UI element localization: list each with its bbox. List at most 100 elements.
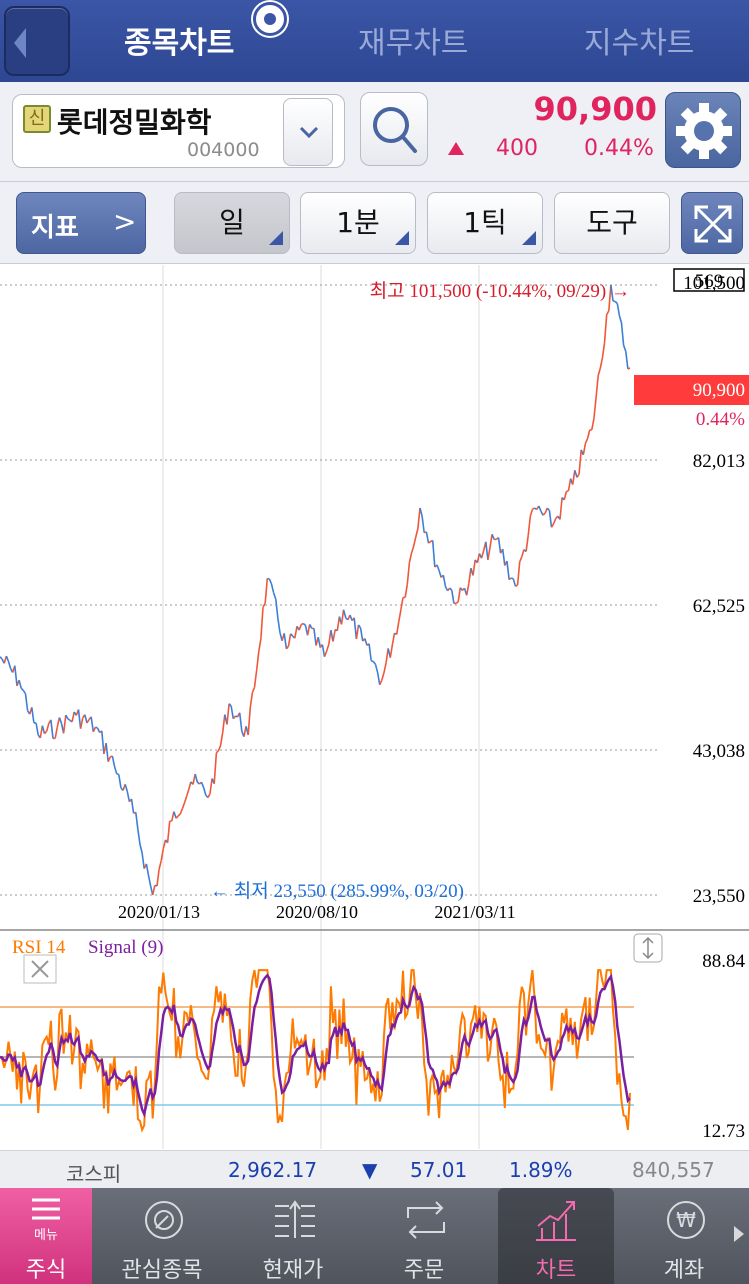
price-segment (306, 624, 311, 636)
exchange-icon (407, 1201, 445, 1239)
indicator-button[interactable]: 지표 > (16, 192, 146, 254)
price-segment (188, 781, 192, 790)
resize-vertical-icon (642, 936, 654, 960)
up-arrow-icon (448, 142, 464, 155)
price-segment (92, 726, 97, 733)
price-segment (552, 518, 557, 525)
low-annotation: ← 최저 23,550 (285.99%, 03/20) (210, 880, 464, 902)
price-segment (183, 795, 188, 804)
price-segment (566, 490, 569, 493)
price-segment (436, 564, 440, 571)
price-segment (374, 664, 379, 673)
price-segment (31, 707, 35, 723)
price-segment (408, 553, 413, 563)
price-segment (627, 367, 631, 370)
search-button[interactable] (360, 92, 428, 166)
y-label-low: 23,550 (693, 886, 745, 907)
x-label-3: 2021/03/11 (434, 902, 515, 922)
watchlist-icon (145, 1201, 183, 1239)
current-price: 90,900 (533, 90, 657, 128)
price-segment (599, 357, 604, 369)
menu-button[interactable]: 메뉴 주식 (0, 1188, 92, 1284)
price-segment (268, 578, 273, 585)
price-segment (480, 550, 485, 559)
price-segment (283, 633, 288, 650)
settings-button[interactable] (665, 92, 741, 168)
corner-triangle-icon (522, 231, 536, 245)
top-header: 종목차트 재무차트 지수차트 (0, 0, 749, 82)
price-segment (58, 717, 63, 724)
price-segment (173, 811, 177, 819)
won-icon: ₩ (667, 1201, 705, 1239)
price-segment (515, 584, 519, 587)
price-segment (410, 546, 415, 554)
fullscreen-button[interactable] (681, 192, 743, 254)
hamburger-icon (32, 1198, 60, 1220)
price-segment (235, 715, 238, 718)
tab-financial-chart[interactable]: 재무차트 (358, 26, 469, 61)
nav-watchlist[interactable]: 관심종목 (112, 1188, 212, 1284)
rsi-close-button[interactable] (23, 954, 57, 984)
price-segment (465, 583, 470, 596)
chevron-right-icon: > (113, 205, 137, 238)
price-segment (77, 709, 82, 729)
price-segment (62, 715, 67, 734)
nav-chart[interactable]: 차트 (498, 1188, 614, 1284)
x-label-2: 2020/08/10 (276, 902, 358, 922)
tick-button[interactable]: 1틱 (427, 192, 543, 254)
price-segment (489, 534, 493, 548)
price-segment (39, 725, 44, 739)
index-name: 코스피 (66, 1162, 122, 1186)
price-segment (22, 689, 27, 695)
price-segment (118, 774, 122, 788)
price-segment (289, 633, 294, 637)
tools-label: 도구 (586, 206, 638, 239)
nav-current-price[interactable]: 현재가 (243, 1188, 343, 1284)
price-segment (255, 651, 260, 670)
tools-button[interactable]: 도구 (554, 192, 670, 254)
back-arrow-icon (14, 28, 26, 58)
price-segment (527, 516, 532, 536)
back-button[interactable] (4, 6, 70, 76)
price-segment (378, 679, 383, 686)
price-segment (253, 669, 258, 688)
price-segment (601, 342, 606, 359)
price-change-percent: 0.44% (584, 136, 654, 161)
stock-dropdown-button[interactable] (283, 98, 333, 166)
notification-badge-icon[interactable] (253, 2, 287, 36)
price-segment (323, 650, 328, 657)
price-segment (578, 449, 582, 475)
minute-button[interactable]: 1분 (300, 192, 416, 254)
price-segment (582, 443, 587, 456)
price-segment (300, 622, 304, 626)
price-segment (491, 534, 495, 540)
price-chart-svg[interactable]: 569 101,500 최고 101,500 (-10.44%, 09/29) … (0, 265, 749, 1149)
price-segment (111, 755, 116, 767)
price-segment (45, 723, 50, 732)
y-label-43038: 43,038 (693, 741, 745, 762)
price-segment (593, 397, 597, 419)
current-price-label: 90,900 (693, 380, 745, 401)
price-segment (0, 656, 3, 660)
price-segment (417, 507, 421, 529)
expand-icon (694, 205, 732, 243)
price-chart-area[interactable]: 569 101,500 최고 101,500 (-10.44%, 09/29) … (0, 265, 749, 1149)
price-segment (226, 703, 230, 725)
tab-index-chart[interactable]: 지수차트 (584, 26, 695, 61)
market-index-bar[interactable]: 코스피 2,962.17 ▼ 57.01 1.89% 840,557 (0, 1150, 749, 1188)
nav-order[interactable]: 주문 (374, 1188, 474, 1284)
price-segment (586, 429, 591, 439)
price-segment (381, 672, 385, 681)
tab-stock-chart[interactable]: 종목차트 (124, 26, 235, 61)
nav-account[interactable]: ₩ 계좌 (634, 1188, 734, 1284)
price-segment (175, 815, 179, 819)
price-segment (391, 633, 396, 645)
more-arrow-icon[interactable] (734, 1226, 744, 1242)
close-icon (31, 960, 49, 978)
price-segment (209, 778, 213, 794)
list-icon (275, 1200, 315, 1238)
period-daily-button[interactable]: 일 (174, 192, 290, 254)
price-segment (207, 793, 211, 798)
signal-line (0, 973, 631, 1119)
price-segment (139, 844, 143, 853)
